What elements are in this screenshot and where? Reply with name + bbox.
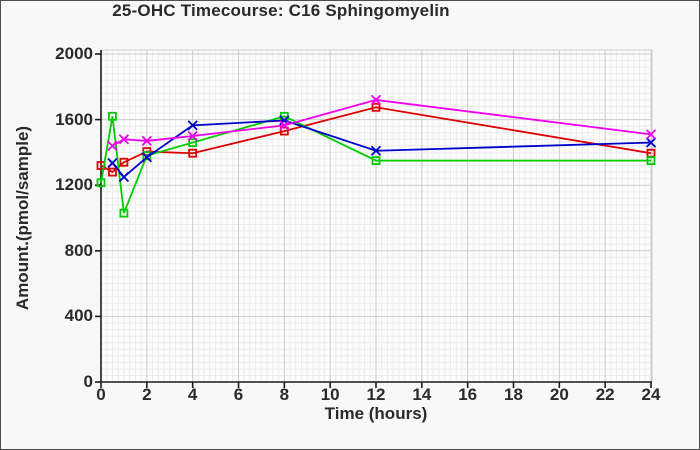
- x-tick-label: 24: [641, 385, 661, 404]
- x-tick-label: 20: [549, 385, 569, 404]
- y-axis-title: Amount.(pmol/sample): [13, 125, 32, 311]
- x-tick-label: 8: [279, 385, 290, 404]
- series-green: [96, 111, 656, 218]
- series-red-marker: [371, 102, 381, 112]
- x-axis-title: Time (hours): [324, 404, 428, 423]
- axes: [95, 50, 652, 388]
- series-red-marker: [119, 157, 129, 167]
- x-tick-label: 22: [595, 385, 615, 404]
- x-tick-label: 12: [366, 385, 386, 404]
- x-tick-label: 16: [458, 385, 478, 404]
- series-green-marker: [188, 138, 198, 147]
- y-tick-label: 400: [64, 306, 93, 326]
- series-green-marker: [119, 208, 129, 218]
- series-magenta: [107, 94, 657, 151]
- series-green-marker: [646, 156, 656, 166]
- series-green-marker: [371, 156, 381, 166]
- x-tick-label: 14: [412, 385, 432, 404]
- x-tick-label: 18: [504, 385, 523, 404]
- series-red-marker: [108, 167, 117, 177]
- x-tick-label: 2: [142, 385, 152, 404]
- y-tick-label: 0: [83, 372, 93, 391]
- x-tick-label: 10: [320, 385, 340, 404]
- series-green-marker: [96, 178, 106, 188]
- chart-title: 25-OHC Timecourse: C16 Sphingomyelin: [112, 1, 450, 20]
- series-red-marker: [279, 126, 289, 136]
- series-red-marker: [188, 148, 198, 158]
- y-tick-label: 800: [64, 240, 93, 260]
- major-grid: [101, 49, 653, 382]
- x-tick-label: 0: [96, 385, 106, 404]
- x-tick-label: 4: [187, 385, 198, 404]
- y-tick-label: 2000: [55, 44, 93, 63]
- y-tick-label: 1200: [55, 175, 93, 195]
- series-green-marker: [108, 111, 117, 121]
- x-tick-label: 6: [233, 385, 244, 404]
- y-tick-label: 1600: [55, 109, 93, 129]
